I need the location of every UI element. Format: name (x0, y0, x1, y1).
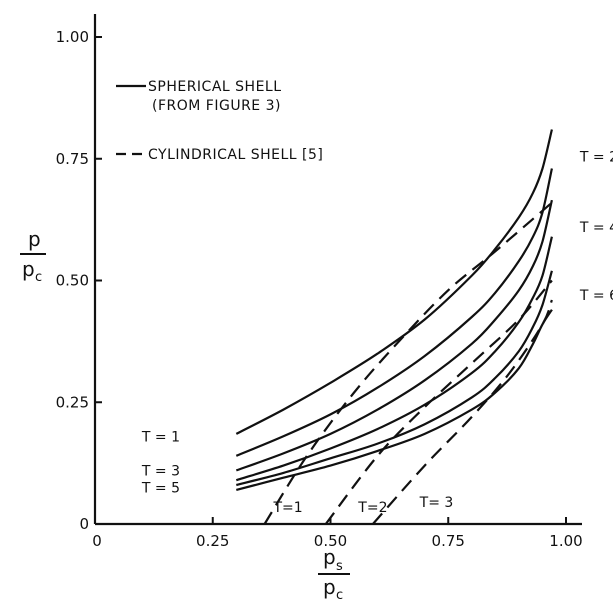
plot-area: 0 0.25 0.50 0.75 1.00 0 0.25 0.50 0.75 1.00 T = 1… (56, 14, 613, 550)
legend-label-spherical-line1: SPHERICAL SHELL (148, 79, 282, 95)
series-line-cylindrical-1 (263, 201, 553, 525)
axis-ticks: 0 0.25 0.50 0.75 1.00 0 0.25 0.50 0.75 1.00 (56, 28, 583, 550)
curve-label: T = 4 (579, 220, 613, 236)
legend: SPHERICAL SHELL (FROM FIGURE 3) CYLINDRI… (116, 79, 323, 163)
y-label-denominator: p (22, 257, 35, 281)
series-line-spherical-2 (235, 168, 553, 457)
series-group (235, 129, 553, 525)
curve-label: T = 6 (579, 288, 613, 304)
series-line-cylindrical-3 (372, 299, 553, 525)
legend-entry-cylindrical: CYLINDRICAL SHELL [5] (116, 147, 323, 163)
x-label-numerator-sub: s (336, 559, 343, 574)
legend-label-spherical-line2: (FROM FIGURE 3) (152, 98, 281, 114)
x-tick-label: 1.00 (549, 532, 582, 550)
y-tick-label: 0.50 (56, 272, 89, 290)
x-tick-label: 0 (92, 532, 102, 550)
y-label-numerator: p (28, 227, 41, 251)
x-axis-label: p s p c (318, 545, 350, 602)
x-label-numerator: p (323, 545, 336, 569)
y-tick-label: 0 (79, 515, 89, 533)
curve-label: T = 1 (141, 429, 180, 445)
series-line-spherical-3 (235, 199, 553, 472)
series-line-spherical-4 (235, 236, 553, 482)
curve-label: T= 3 (419, 495, 454, 511)
series-line-spherical-6 (236, 309, 553, 491)
series-line-spherical-1 (235, 129, 553, 435)
curve-label: T=1 (273, 500, 303, 516)
y-label-denominator-sub: c (35, 270, 42, 285)
y-tick-label: 0.25 (56, 393, 89, 411)
curve-label: T = 5 (141, 480, 180, 496)
curve-labels: T = 1 T = 3T = 5 T = 2 T = 4 T = 6 T=1 T=2 T= 3 (141, 149, 613, 516)
x-tick-label: 0.75 (432, 532, 465, 550)
legend-label-cylindrical: CYLINDRICAL SHELL [5] (148, 147, 323, 163)
series-line-cylindrical-2 (324, 279, 553, 525)
y-tick-label: 1.00 (56, 28, 89, 46)
curve-label: T = 3 (141, 463, 180, 479)
y-axis-label: p p c (20, 227, 46, 285)
y-tick-label: 0.75 (56, 150, 89, 168)
series-line-spherical-5 (236, 270, 553, 487)
x-label-denominator: p (323, 575, 336, 599)
curve-label: T = 2 (579, 149, 613, 165)
x-tick-label: 0.25 (196, 532, 229, 550)
legend-entry-spherical: SPHERICAL SHELL (FROM FIGURE 3) (116, 79, 282, 114)
x-label-denominator-sub: c (336, 588, 343, 602)
x-tick-label: 0.50 (314, 532, 347, 550)
curve-label: T=2 (357, 500, 387, 516)
